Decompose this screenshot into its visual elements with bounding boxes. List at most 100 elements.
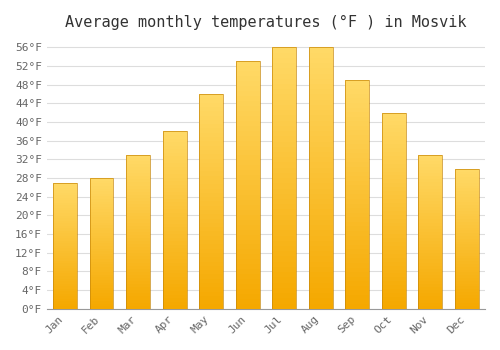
Bar [272,126,296,131]
Bar [272,152,296,157]
Bar [272,94,296,100]
Bar [418,155,442,158]
Bar [163,234,186,238]
Bar [272,215,296,220]
Bar [200,214,223,219]
Bar [455,188,478,191]
Bar [236,259,260,264]
Bar [309,215,332,220]
Bar [90,228,114,230]
Bar [346,258,369,263]
Bar [382,242,406,246]
Bar [54,251,77,253]
Bar [272,162,296,168]
Bar [90,306,114,309]
Bar [126,167,150,170]
Bar [90,244,114,246]
Bar [90,254,114,257]
Bar [90,262,114,264]
Bar [455,241,478,244]
Bar [200,116,223,120]
Bar [346,281,369,286]
Bar [309,48,332,309]
Bar [54,213,77,216]
Bar [346,162,369,167]
Bar [418,155,442,309]
Bar [346,172,369,176]
Bar [126,300,150,303]
Bar [418,210,442,213]
Bar [163,195,186,199]
Bar [90,220,114,223]
Bar [309,178,332,183]
Bar [200,180,223,184]
Bar [418,284,442,287]
Bar [346,217,369,222]
Bar [418,253,442,257]
Bar [418,226,442,229]
Bar [54,266,77,268]
Bar [236,185,260,190]
Bar [200,94,223,309]
Bar [272,257,296,262]
Bar [272,251,296,257]
Bar [126,180,150,182]
Bar [346,98,369,103]
Bar [236,190,260,195]
Bar [455,267,478,270]
Bar [418,232,442,235]
Bar [90,207,114,209]
Bar [309,110,332,116]
Bar [126,216,150,219]
Bar [236,254,260,259]
Bar [54,190,77,193]
Bar [200,137,223,141]
Bar [382,113,406,309]
Bar [90,251,114,254]
Bar [382,140,406,144]
Bar [382,164,406,168]
Bar [418,198,442,201]
Bar [90,296,114,298]
Bar [126,235,150,238]
Bar [126,250,150,253]
Bar [200,253,223,257]
Bar [54,201,77,203]
Bar [272,147,296,152]
Bar [126,213,150,216]
Bar [163,252,186,256]
Bar [90,212,114,215]
Bar [346,181,369,185]
Bar [382,238,406,242]
Bar [126,257,150,259]
Bar [163,217,186,220]
Bar [455,219,478,222]
Bar [236,170,260,175]
Bar [54,226,77,228]
Bar [418,207,442,210]
Bar [126,272,150,275]
Bar [163,287,186,291]
Bar [382,250,406,254]
Bar [418,189,442,192]
Bar [163,256,186,259]
Bar [455,281,478,284]
Bar [54,279,77,281]
Bar [418,235,442,238]
Bar [200,111,223,116]
Bar [200,266,223,270]
Bar [54,286,77,289]
Bar [346,226,369,231]
Bar [309,220,332,225]
Bar [272,48,296,309]
Bar [126,247,150,250]
Bar [418,182,442,186]
Bar [54,284,77,286]
Bar [382,207,406,211]
Bar [309,173,332,178]
Bar [163,302,186,305]
Bar [455,169,478,172]
Bar [382,121,406,125]
Bar [236,220,260,225]
Bar [163,270,186,273]
